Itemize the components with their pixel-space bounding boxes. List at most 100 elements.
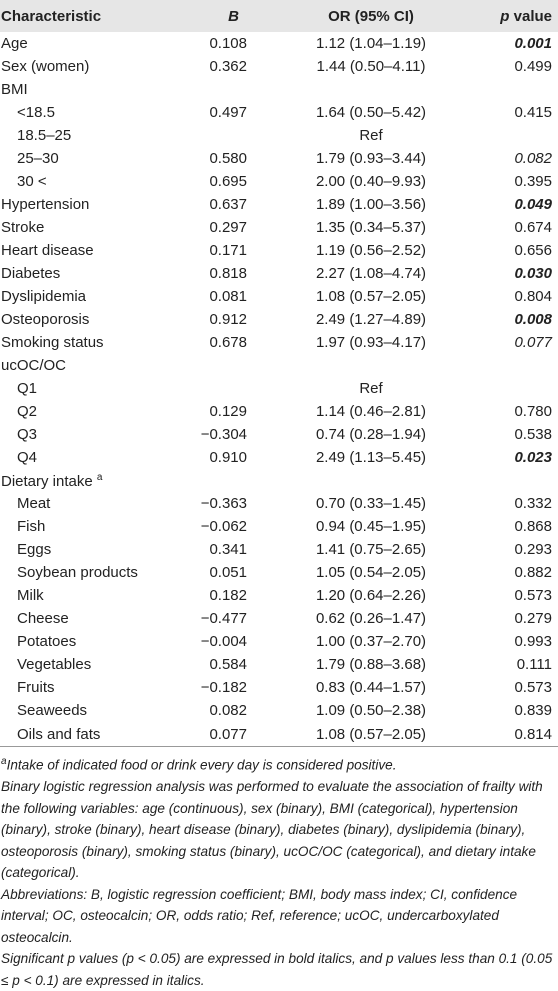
b-value: 0.362: [209, 58, 247, 75]
label-cell: Fruits: [0, 676, 190, 699]
row-label: Age: [1, 35, 28, 52]
row-label: Diabetes: [1, 265, 61, 282]
table-row: Cheese −0.477 0.62 (0.26–1.47) 0.279: [0, 607, 558, 630]
b-cell: [190, 354, 253, 377]
or-cell: 0.94 (0.45–1.95): [253, 515, 489, 538]
or-cell: 0.83 (0.44–1.57): [253, 676, 489, 699]
or-value: 2.00 (0.40–9.93): [315, 173, 427, 190]
table-row: Eggs 0.341 1.41 (0.75–2.65) 0.293: [0, 538, 558, 561]
or-value: 0.83 (0.44–1.57): [315, 679, 427, 696]
b-cell: 0.678: [190, 331, 253, 354]
p-cell: 0.993: [489, 630, 558, 653]
p-value: 0.395: [514, 173, 552, 190]
or-value: 2.49 (1.27–4.89): [315, 311, 427, 328]
p-cell: 0.023: [489, 446, 558, 469]
label-cell: Potatoes: [0, 630, 190, 653]
b-cell: 0.341: [190, 538, 253, 561]
table-row: Milk 0.182 1.20 (0.64–2.26) 0.573: [0, 584, 558, 607]
label-cell: Soybean products: [0, 561, 190, 584]
or-cell: 0.74 (0.28–1.94): [253, 423, 489, 446]
p-value: 0.839: [514, 702, 552, 719]
or-value: 1.44 (0.50–4.11): [316, 58, 426, 75]
row-label: <18.5: [17, 104, 55, 121]
b-value: 0.171: [209, 242, 247, 259]
b-value: 0.082: [209, 702, 247, 719]
b-value: 0.108: [209, 35, 247, 52]
or-cell: 1.08 (0.57–2.05): [253, 722, 489, 747]
b-value: −0.062: [200, 518, 247, 535]
b-value: 0.077: [209, 725, 247, 743]
b-value: 0.051: [209, 564, 247, 581]
label-cell: Age: [0, 32, 190, 55]
p-value: 0.814: [514, 725, 552, 743]
p-value: 0.077: [514, 334, 552, 351]
p-cell: 0.868: [489, 515, 558, 538]
b-cell: 0.297: [190, 216, 253, 239]
row-label: BMI: [1, 81, 28, 98]
header-cell: OR (95% CI): [328, 7, 414, 25]
row-label: Soybean products: [17, 564, 138, 581]
or-value: 0.70 (0.33–1.45): [315, 495, 427, 512]
label-cell: Hypertension: [0, 193, 190, 216]
row-label: Milk: [17, 587, 44, 604]
header-cell: p value: [489, 0, 558, 32]
row-label: Q2: [17, 403, 38, 420]
p-value: 0.332: [514, 495, 552, 512]
p-value: 0.499: [514, 58, 552, 75]
footnotes: aIntake of indicated food or drink every…: [0, 747, 558, 991]
row-label: Eggs: [17, 541, 52, 558]
p-cell: 0.415: [489, 101, 558, 124]
or-value: 1.00 (0.37–2.70): [315, 633, 427, 650]
b-value: 0.182: [209, 587, 247, 604]
or-cell: 0.62 (0.26–1.47): [253, 607, 489, 630]
row-label: Fruits: [17, 679, 55, 696]
p-cell: 0.077: [489, 331, 558, 354]
b-cell: 0.171: [190, 239, 253, 262]
row-label: Osteoporosis: [1, 311, 90, 328]
or-cell: 1.89 (1.00–3.56): [253, 193, 489, 216]
p-cell: 0.804: [489, 285, 558, 308]
p-value: 0.674: [514, 219, 552, 236]
b-value: −0.004: [200, 633, 247, 650]
b-cell: −0.477: [190, 607, 253, 630]
or-value: 1.09 (0.50–2.38): [315, 702, 427, 719]
or-value: 1.20 (0.64–2.26): [315, 587, 427, 604]
row-label: Dyslipidemia: [1, 288, 87, 305]
row-label: Hypertension: [1, 196, 90, 213]
or-cell: 2.00 (0.40–9.93): [253, 170, 489, 193]
or-cell: 1.79 (0.88–3.68): [253, 653, 489, 676]
p-value: 0.293: [514, 541, 552, 558]
label-cell: Heart disease: [0, 239, 190, 262]
p-cell: 0.499: [489, 55, 558, 78]
label-cell: Dyslipidemia: [0, 285, 190, 308]
p-cell: 0.814: [489, 722, 558, 747]
p-value: 0.111: [516, 656, 552, 673]
p-cell: 0.780: [489, 400, 558, 423]
or-value: 1.08 (0.57–2.05): [315, 725, 427, 743]
row-label: Meat: [17, 495, 51, 512]
b-cell: 0.129: [190, 400, 253, 423]
p-value: 0.008: [514, 311, 552, 328]
b-cell: 0.081: [190, 285, 253, 308]
or-cell: 1.64 (0.50–5.42): [253, 101, 489, 124]
table-row: Smoking status 0.678 1.97 (0.93–4.17) 0.077: [0, 331, 558, 354]
row-label: 25–30: [17, 150, 59, 167]
table-row: Fruits −0.182 0.83 (0.44–1.57) 0.573: [0, 676, 558, 699]
table-row: Fish −0.062 0.94 (0.45–1.95) 0.868: [0, 515, 558, 538]
or-cell: 1.09 (0.50–2.38): [253, 699, 489, 722]
or-cell: 2.49 (1.27–4.89): [253, 308, 489, 331]
p-value: 0.656: [514, 242, 552, 259]
table-row: Diabetes 0.818 2.27 (1.08–4.74) 0.030: [0, 262, 558, 285]
b-value: −0.477: [200, 610, 247, 627]
table-row: Hypertension 0.637 1.89 (1.00–3.56) 0.049: [0, 193, 558, 216]
label-cell: Dietary intake a: [0, 469, 190, 492]
p-cell: [489, 78, 558, 101]
or-cell: 1.44 (0.50–4.11): [253, 55, 489, 78]
or-cell: [253, 469, 489, 492]
or-cell: 2.27 (1.08–4.74): [253, 262, 489, 285]
or-value: Ref: [359, 380, 383, 397]
table-row: Vegetables 0.584 1.79 (0.88–3.68) 0.111: [0, 653, 558, 676]
b-value: 0.910: [209, 449, 247, 466]
label-cell: Stroke: [0, 216, 190, 239]
